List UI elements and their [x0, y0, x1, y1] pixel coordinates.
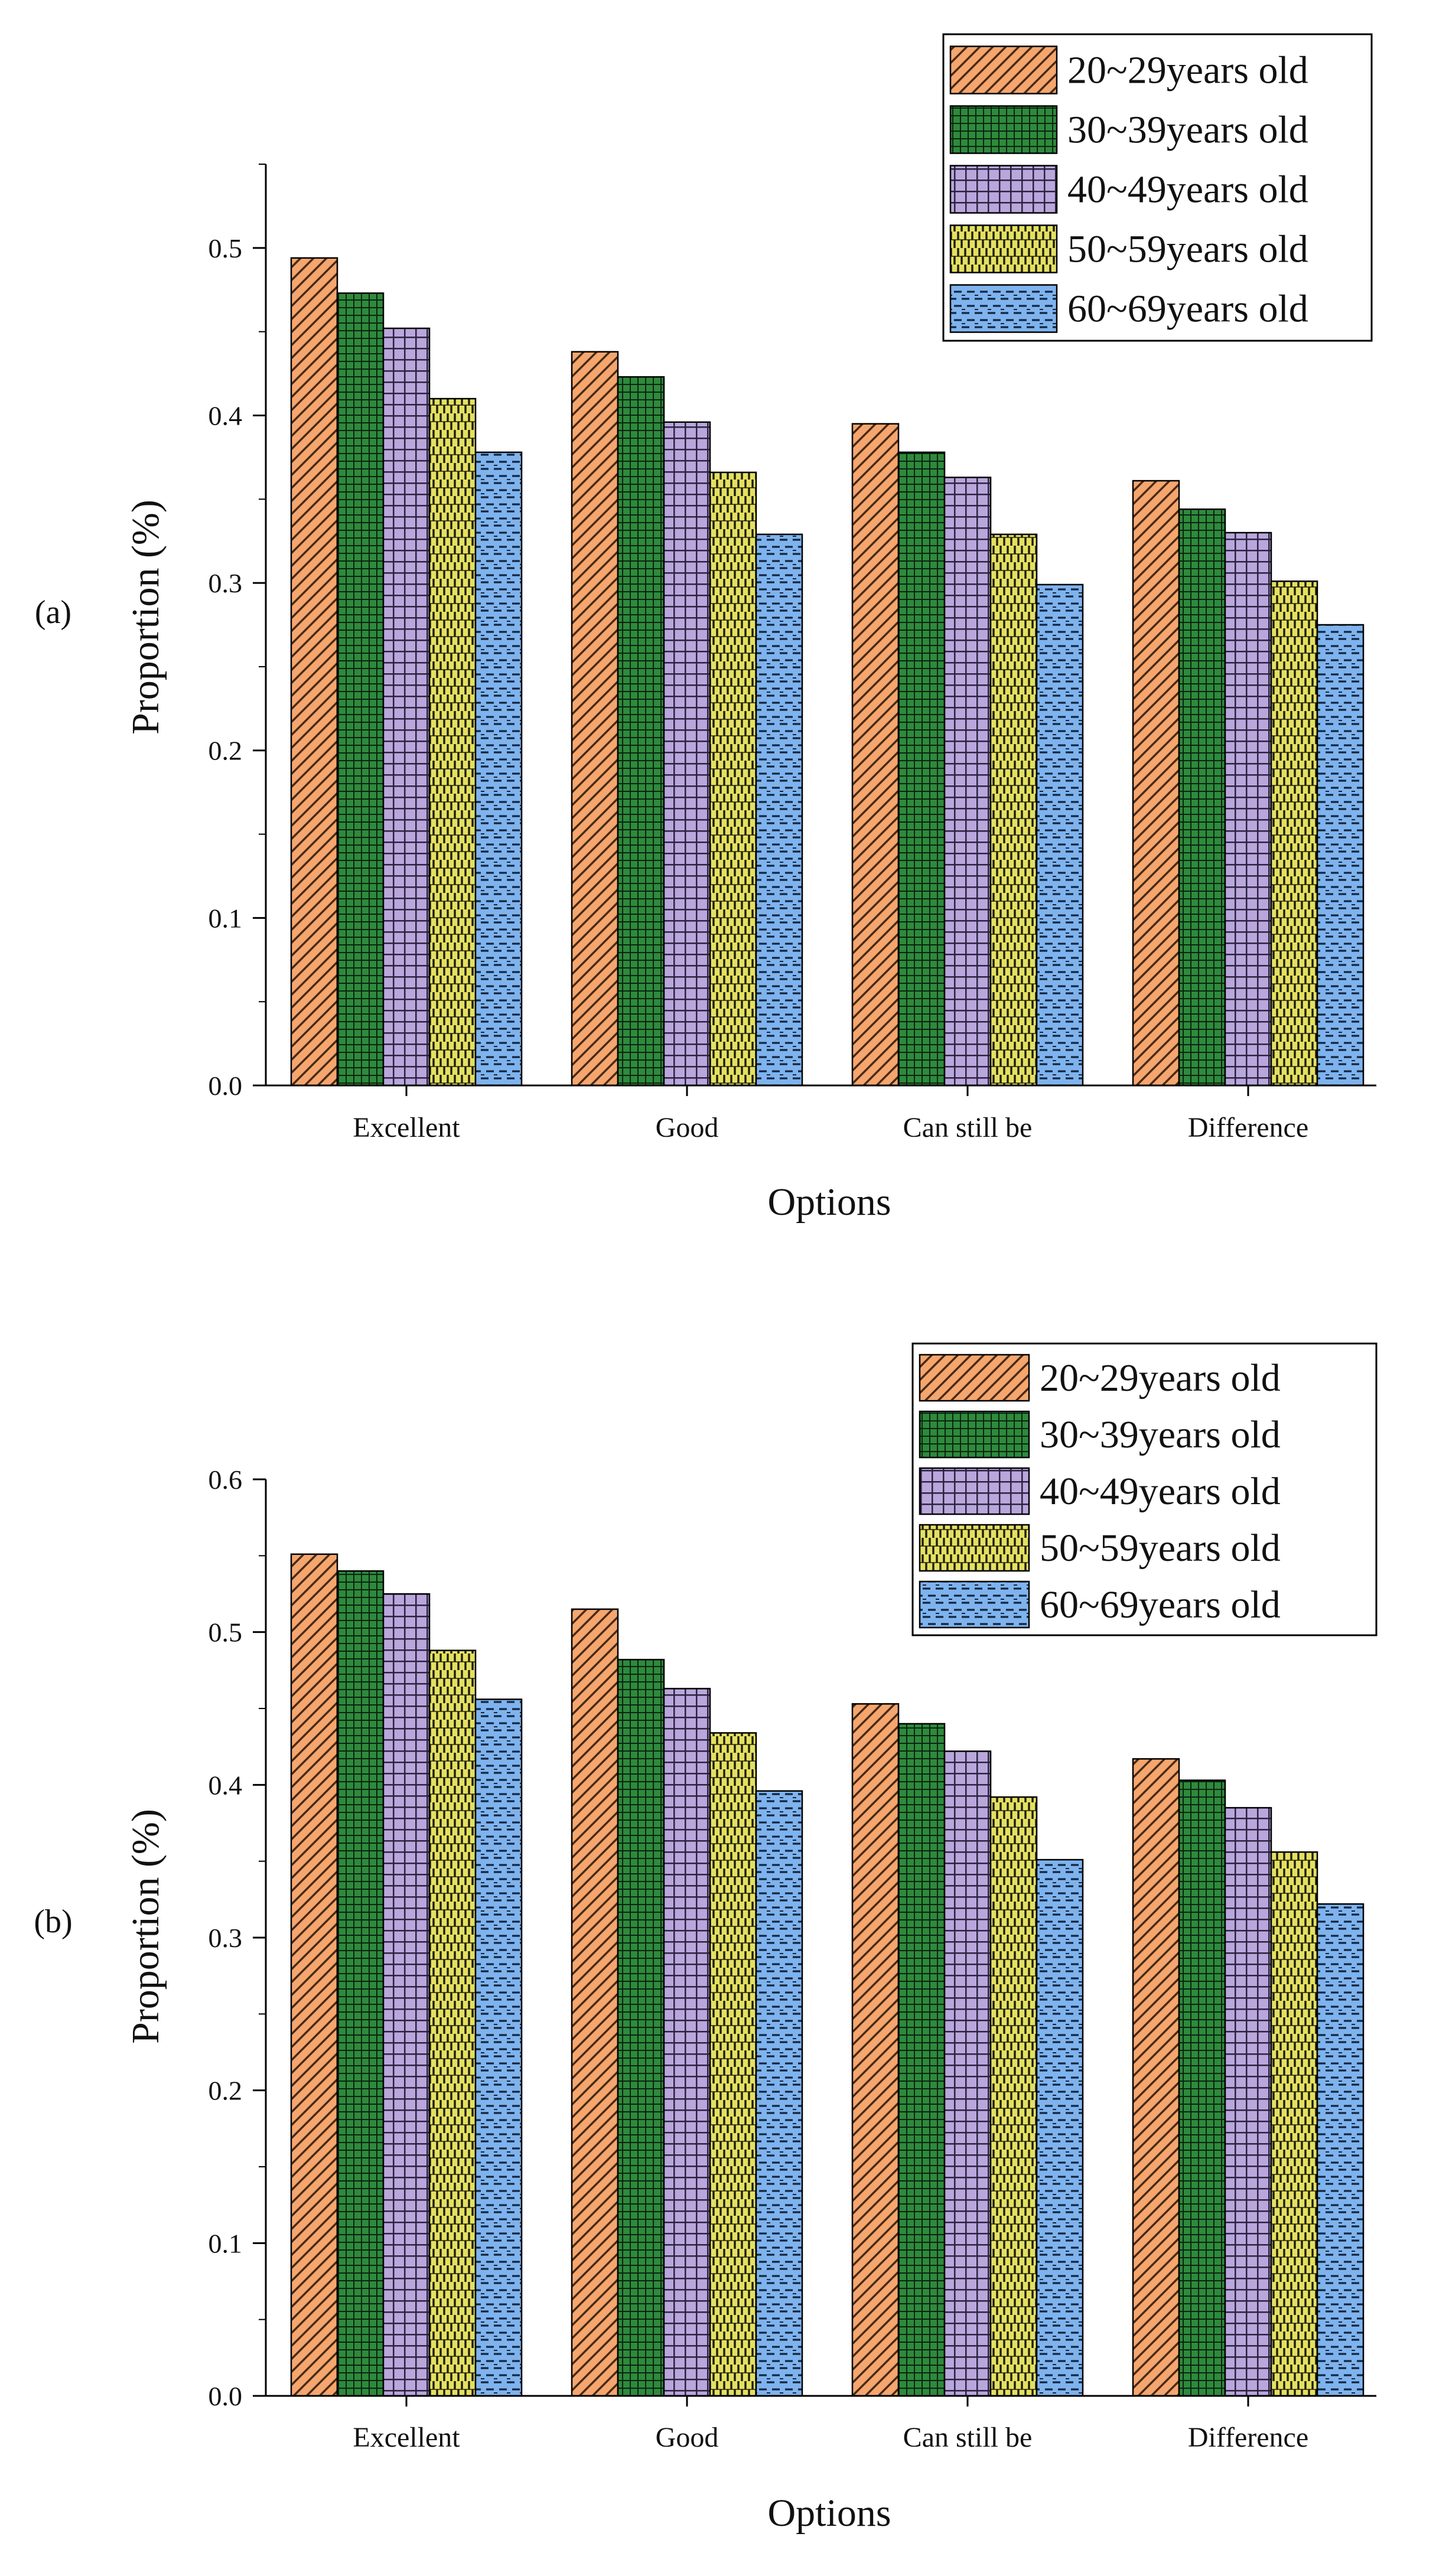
- legend-swatch: [919, 1410, 1030, 1459]
- y-axis-title-a: Proportion (%): [124, 500, 167, 735]
- bar-difference-series-3: [1224, 1807, 1272, 2397]
- panel-label-a: (a): [35, 594, 71, 631]
- y-tick-label: 0.3: [209, 568, 243, 598]
- legend-label: 20~29years old: [1040, 1357, 1281, 1400]
- bar-excellent-series-4: [428, 397, 477, 1087]
- legend-swatch: [949, 224, 1058, 273]
- bars-a: [290, 257, 1365, 1087]
- bar-can-still-be-series-5: [1036, 583, 1084, 1087]
- x-tick-label: Can still be: [903, 2422, 1033, 2453]
- chart-panel-a: (a) Proportion (%) Options 0.00.10.20.30…: [35, 33, 1376, 1224]
- bar-difference-series-5: [1316, 624, 1365, 1087]
- bar-can-still-be-series-2: [897, 451, 946, 1087]
- y-axis-ticks-b: 0.0 0.1 0.2 0.3 0.4 0.5 0.6: [209, 1465, 266, 2411]
- bar-difference-series-2: [1178, 1779, 1226, 2397]
- legend-swatch: [949, 105, 1058, 154]
- bar-excellent-series-4: [428, 1649, 477, 2397]
- bar-excellent-series-2: [336, 1570, 385, 2397]
- y-tick-label: 0.1: [209, 903, 243, 933]
- bar-difference-series-3: [1224, 531, 1272, 1087]
- bar-excellent-series-2: [336, 292, 385, 1087]
- bar-can-still-be-series-5: [1036, 1858, 1084, 2397]
- y-tick-label: 0.5: [209, 1618, 243, 1648]
- bar-good-series-5: [755, 1790, 803, 2397]
- legend-label: 40~49years old: [1067, 168, 1308, 211]
- y-tick-label: 0.4: [209, 1770, 243, 1800]
- y-tick-label: 0.0: [209, 2381, 243, 2411]
- bar-excellent-series-5: [474, 1698, 523, 2397]
- legend-swatch: [919, 1580, 1030, 1629]
- y-axis-title-b: Proportion (%): [124, 1809, 167, 2044]
- bar-excellent-series-5: [474, 451, 523, 1087]
- legend-label: 40~49years old: [1040, 1470, 1281, 1513]
- bar-can-still-be-series-4: [989, 533, 1038, 1087]
- bar-good-series-5: [755, 533, 803, 1087]
- bar-can-still-be-series-1: [851, 423, 900, 1087]
- bar-can-still-be-series-2: [897, 1723, 946, 2397]
- x-tick-label: Difference: [1188, 1112, 1308, 1143]
- bar-good-series-2: [617, 1658, 665, 2397]
- x-tick-label: Excellent: [353, 1112, 460, 1143]
- legend-swatch: [919, 1354, 1030, 1402]
- y-tick-label: 0.2: [209, 736, 243, 766]
- bar-can-still-be-series-1: [851, 1703, 900, 2397]
- bar-can-still-be-series-4: [989, 1796, 1038, 2397]
- bar-excellent-series-3: [382, 327, 431, 1087]
- bar-good-series-2: [617, 376, 665, 1087]
- legend-swatch: [949, 45, 1058, 94]
- y-tick-label: 0.4: [209, 400, 243, 431]
- y-tick-label: 0.5: [209, 233, 243, 263]
- chart-panel-b: (b) Proportion (%) Options 0.00.10.20.30…: [34, 1342, 1378, 2535]
- y-tick-label: 0.3: [209, 1923, 243, 1953]
- bars-b: [290, 1553, 1365, 2397]
- legend-label: 60~69years old: [1067, 288, 1308, 331]
- bar-difference-series-2: [1178, 508, 1226, 1087]
- bar-excellent-series-1: [290, 1553, 338, 2397]
- bar-difference-series-4: [1270, 1851, 1318, 2397]
- bar-can-still-be-series-3: [943, 477, 992, 1087]
- legend-swatch: [949, 284, 1058, 333]
- bar-difference-series-1: [1132, 480, 1180, 1087]
- legend-label: 20~29years old: [1067, 49, 1308, 92]
- y-tick-label: 0.6: [209, 1465, 243, 1495]
- x-axis-title-a: Options: [767, 1181, 891, 1224]
- legend-a: 20~29years old 30~39years old 40~49years o…: [942, 33, 1373, 342]
- bar-good-series-1: [571, 1608, 619, 2397]
- bar-good-series-4: [709, 471, 757, 1087]
- bar-excellent-series-3: [382, 1593, 431, 2397]
- bar-good-series-4: [709, 1732, 757, 2397]
- bar-can-still-be-series-3: [943, 1750, 992, 2397]
- panel-label-b: (b): [34, 1903, 72, 1940]
- legend-label: 30~39years old: [1067, 109, 1308, 152]
- x-axis-title-b: Options: [767, 2492, 891, 2535]
- legend-swatch: [919, 1524, 1030, 1572]
- bar-excellent-series-1: [290, 257, 338, 1087]
- bar-difference-series-1: [1132, 1758, 1180, 2397]
- x-tick-label: Difference: [1188, 2422, 1308, 2453]
- x-tick-label: Excellent: [353, 2422, 460, 2453]
- bar-difference-series-4: [1270, 581, 1318, 1087]
- bar-good-series-3: [663, 421, 711, 1087]
- legend-label: 30~39years old: [1040, 1413, 1281, 1456]
- y-tick-label: 0.2: [209, 2076, 243, 2106]
- bar-difference-series-5: [1316, 1903, 1365, 2397]
- bar-good-series-3: [663, 1688, 711, 2397]
- legend-swatch: [949, 165, 1058, 214]
- x-axis-ticks-b: Excellent Good Can still be Difference: [353, 2396, 1308, 2453]
- x-tick-label: Good: [656, 2422, 719, 2453]
- y-axis-ticks-a: 0.0 0.1 0.2 0.3 0.4 0.5: [209, 164, 266, 1101]
- x-axis-ticks-a: Excellent Good Can still be Difference: [353, 1085, 1308, 1143]
- legend-label: 50~59years old: [1040, 1527, 1281, 1570]
- y-tick-label: 0.1: [209, 2228, 243, 2258]
- legend-swatch: [919, 1467, 1030, 1515]
- legend-b: 20~29years old 30~39years old 40~49years o…: [911, 1342, 1378, 1636]
- y-tick-label: 0.0: [209, 1071, 243, 1101]
- legend-label: 60~69years old: [1040, 1583, 1281, 1626]
- x-tick-label: Can still be: [903, 1112, 1033, 1143]
- bar-good-series-1: [571, 351, 619, 1087]
- x-tick-label: Good: [656, 1112, 719, 1143]
- legend-label: 50~59years old: [1067, 228, 1308, 271]
